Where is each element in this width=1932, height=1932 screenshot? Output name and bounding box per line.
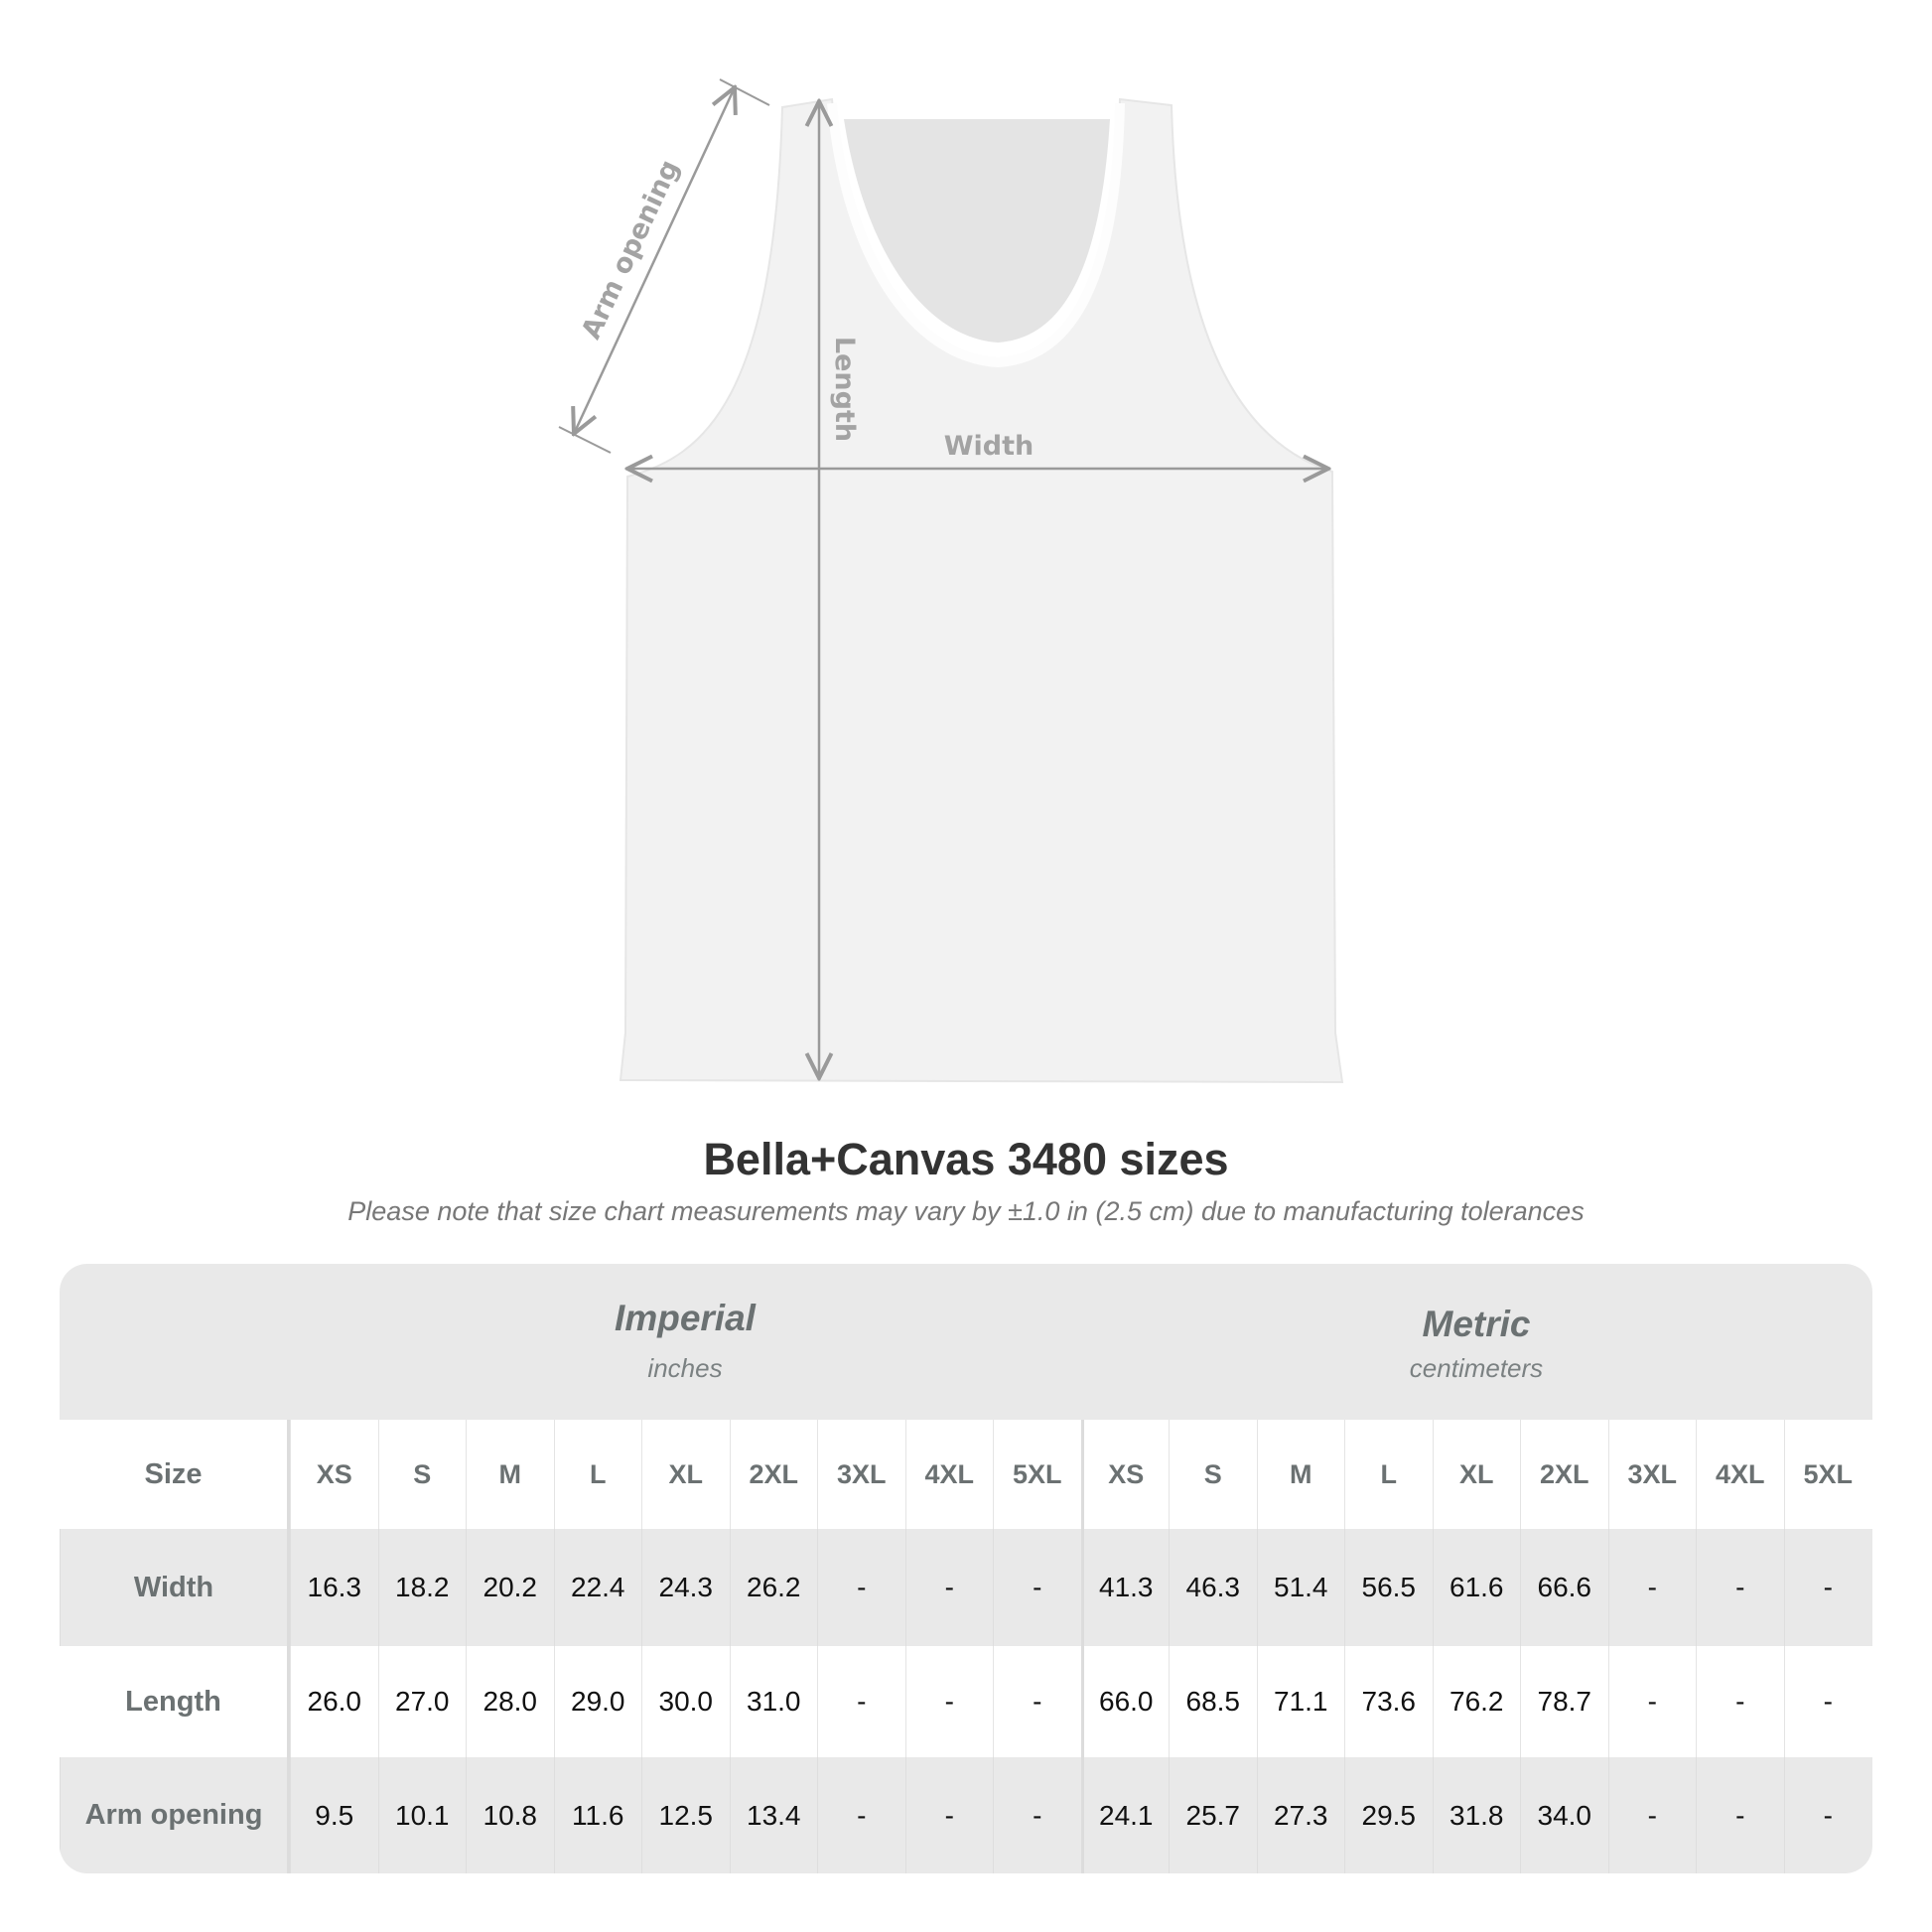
page-title: Bella+Canvas 3480 sizes	[703, 1134, 1229, 1184]
imperial-value-cell: 18.2	[377, 1529, 467, 1646]
imperial-value-cell: -	[904, 1529, 994, 1646]
imperial-title: Imperial	[615, 1298, 756, 1338]
table-row: Width 16.3 18.2 20.2 22.4 24.3 26.2- - -41.3 46.3…	[60, 1529, 1872, 1646]
imperial-value-cell: -	[817, 1646, 905, 1757]
imperial-value-cell: 16.3	[290, 1529, 378, 1646]
metric-value-cell: 51.4	[1256, 1529, 1345, 1646]
table-row: Length 26.0 27.0 28.0 29.0 30.0 31.0- - -66.0 68.…	[60, 1646, 1872, 1757]
imperial-size-header: M	[466, 1420, 554, 1529]
imperial-size-header: S	[377, 1420, 467, 1529]
metric-value-cell: 61.6	[1432, 1529, 1521, 1646]
metric-value-cell: 71.1	[1256, 1646, 1345, 1757]
imperial-size-header: L	[553, 1420, 642, 1529]
imperial-value-cell: 12.5	[641, 1757, 730, 1873]
imperial-value-cell: 28.0	[466, 1646, 554, 1757]
imperial-size-header: XS	[290, 1420, 378, 1529]
size-table: Imperial inches Metric centimeters Size X…	[60, 1264, 1872, 1873]
metric-size-header: S	[1169, 1420, 1257, 1529]
arm-tick-top	[719, 78, 770, 106]
metric-size-header: 3XL	[1607, 1420, 1697, 1529]
imperial-value-cell: 11.6	[553, 1757, 642, 1873]
metric-value-cell: -	[1783, 1757, 1872, 1873]
imperial-value-cell: -	[993, 1646, 1081, 1757]
neckline	[827, 102, 1125, 368]
imperial-size-header: 2XL	[729, 1420, 818, 1529]
imperial-value-cell: 26.2	[729, 1529, 818, 1646]
metric-value-cell: 41.3	[1080, 1529, 1170, 1646]
imperial-value-cell: 10.1	[377, 1757, 467, 1873]
imperial-value-cell: 24.3	[641, 1529, 730, 1646]
metric-value-cell: 46.3	[1169, 1529, 1257, 1646]
size-column-label: Size	[60, 1420, 290, 1529]
metric-value-cell: 27.3	[1256, 1757, 1345, 1873]
arm-tick-bottom	[558, 426, 612, 454]
metric-value-cell: 68.5	[1169, 1646, 1257, 1757]
metric-value-cell: 76.2	[1432, 1646, 1521, 1757]
imperial-size-header: XL	[641, 1420, 730, 1529]
imperial-value-cell: -	[993, 1529, 1081, 1646]
metric-value-cell: -	[1696, 1529, 1784, 1646]
imperial-value-cell: -	[904, 1757, 994, 1873]
metric-unit: centimeters	[1409, 1353, 1544, 1383]
imperial-unit: inches	[647, 1353, 723, 1383]
arm-opening-label: Arm opening	[576, 156, 685, 345]
imperial-value-cell: -	[817, 1529, 905, 1646]
metric-value-cell: 31.8	[1432, 1757, 1521, 1873]
table-header-band: Imperial inches Metric centimeters	[60, 1264, 1872, 1420]
imperial-value-cell: 13.4	[729, 1757, 818, 1873]
metric-value-cell: 73.6	[1344, 1646, 1433, 1757]
imperial-value-cell: 30.0	[641, 1646, 730, 1757]
imperial-value-cell: 26.0	[290, 1646, 378, 1757]
row-label: Arm opening	[60, 1757, 290, 1873]
metric-size-header: 4XL	[1696, 1420, 1784, 1529]
metric-value-cell: 78.7	[1520, 1646, 1608, 1757]
row-label: Width	[60, 1529, 290, 1646]
imperial-size-header: 5XL	[993, 1420, 1081, 1529]
imperial-value-cell: 22.4	[553, 1529, 642, 1646]
metric-size-header: M	[1256, 1420, 1345, 1529]
metric-value-cell: -	[1696, 1646, 1784, 1757]
metric-header: Metric centimeters	[1080, 1304, 1872, 1384]
metric-value-cell: 34.0	[1520, 1757, 1608, 1873]
imperial-value-cell: 10.8	[466, 1757, 554, 1873]
metric-value-cell: 66.6	[1520, 1529, 1608, 1646]
imperial-value-cell: 31.0	[729, 1646, 818, 1757]
metric-size-header: XL	[1432, 1420, 1521, 1529]
metric-size-header: 5XL	[1783, 1420, 1872, 1529]
imperial-size-header: 4XL	[904, 1420, 994, 1529]
metric-value-cell: 29.5	[1344, 1757, 1433, 1873]
width-label: Width	[944, 431, 1035, 462]
metric-value-cell: -	[1783, 1529, 1872, 1646]
imperial-value-cell: -	[817, 1757, 905, 1873]
tank-top-diagram: Arm opening Length Width	[558, 78, 1344, 1084]
metric-size-header: XS	[1080, 1420, 1170, 1529]
metric-size-header: L	[1344, 1420, 1433, 1529]
metric-title: Metric	[1422, 1304, 1531, 1344]
size-header-row: Size XS S M L XL 2XL 3XL 4XL 5XL XS S M L XL 2XL 3XL 4XL 5…	[60, 1420, 1872, 1529]
arm-opening-arrow	[574, 87, 735, 434]
metric-value-cell: -	[1607, 1529, 1697, 1646]
imperial-value-cell: -	[904, 1646, 994, 1757]
imperial-header: Imperial inches	[290, 1298, 1080, 1384]
imperial-value-cell: 29.0	[553, 1646, 642, 1757]
metric-value-cell: -	[1783, 1646, 1872, 1757]
imperial-value-cell: 27.0	[377, 1646, 467, 1757]
metric-value-cell: -	[1696, 1757, 1784, 1873]
metric-value-cell: -	[1607, 1757, 1697, 1873]
imperial-value-cell: 9.5	[290, 1757, 378, 1873]
table-row: Arm opening 9.5 10.1 10.8 11.6 12.5 13.4- - -24.…	[60, 1757, 1872, 1873]
metric-value-cell: 25.7	[1169, 1757, 1257, 1873]
row-label: Length	[60, 1646, 290, 1757]
metric-value-cell: 66.0	[1080, 1646, 1170, 1757]
imperial-value-cell: -	[993, 1757, 1081, 1873]
imperial-size-header: 3XL	[817, 1420, 905, 1529]
metric-value-cell: -	[1607, 1646, 1697, 1757]
metric-value-cell: 56.5	[1344, 1529, 1433, 1646]
metric-value-cell: 24.1	[1080, 1757, 1170, 1873]
imperial-value-cell: 20.2	[466, 1529, 554, 1646]
length-label: Length	[829, 337, 860, 442]
metric-size-header: 2XL	[1520, 1420, 1608, 1529]
tolerance-note: Please note that size chart measurements…	[347, 1196, 1585, 1226]
inner-back	[844, 119, 1110, 343]
